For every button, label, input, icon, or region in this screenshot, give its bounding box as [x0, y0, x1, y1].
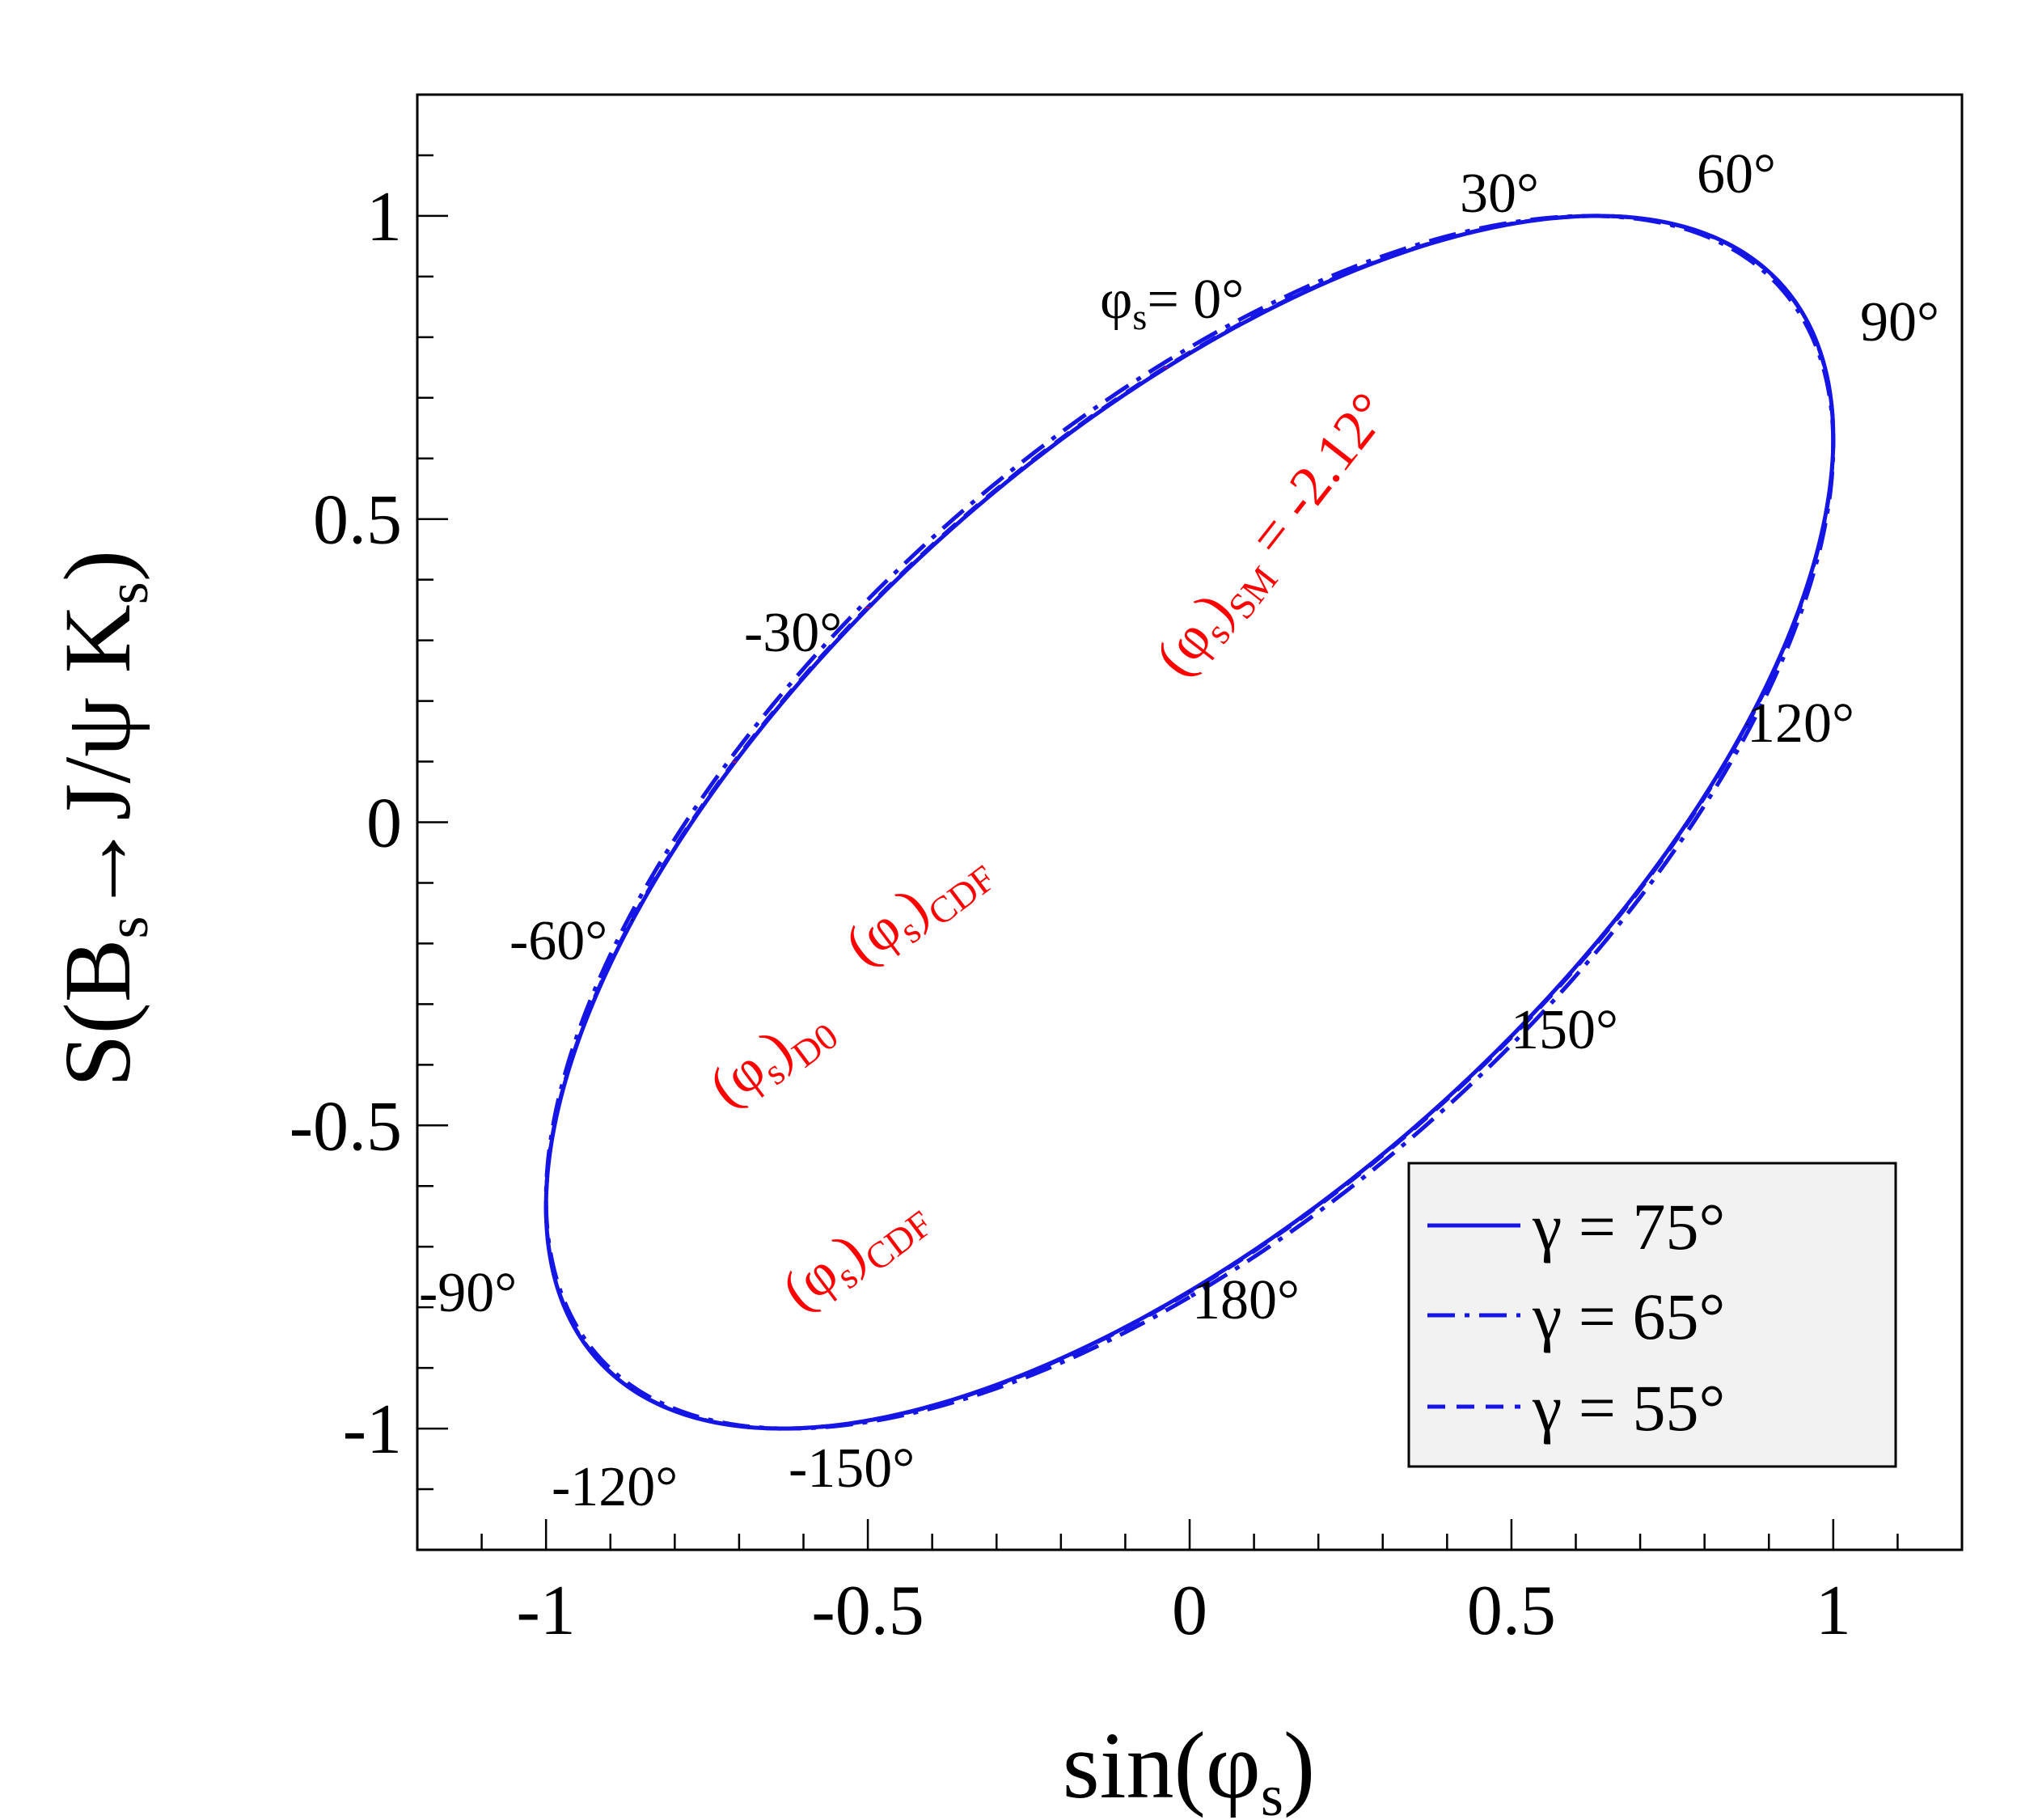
y-axis-title-sub-s: s: [95, 916, 160, 938]
x-tick-label: 0: [1172, 1572, 1207, 1650]
phase-label-150: 150°: [1511, 999, 1618, 1061]
y-tick-label: 0.5: [313, 481, 402, 560]
phase-label-minus120: -120°: [552, 1456, 678, 1518]
phase-label-0: φs= 0°: [1100, 269, 1244, 337]
y-axis-title-close: ): [44, 550, 150, 582]
phase-label-0-phi: φ: [1100, 269, 1132, 331]
phase-label-0-eq: =: [1147, 269, 1193, 331]
y-axis-title-s: S(B: [44, 939, 150, 1088]
phase-label-minus60: -60°: [510, 910, 607, 972]
phase-label-minus150: -150°: [789, 1437, 915, 1500]
phase-label-0-value: 0°: [1193, 269, 1244, 331]
y-tick-label: -0.5: [290, 1087, 402, 1166]
x-tick-label: -1: [517, 1572, 576, 1650]
phase-label-90: 90°: [1860, 291, 1939, 353]
legend: γ = 75° γ = 65° γ = 55°: [1407, 1162, 1897, 1468]
x-tick-label: -0.5: [811, 1572, 924, 1650]
y-axis-title: S(Bs→J/ψ Ks): [44, 550, 160, 1087]
x-tick-label: 0.5: [1467, 1572, 1556, 1650]
y-tick-label: 0: [366, 785, 402, 863]
phase-label-30: 30°: [1460, 163, 1539, 225]
phase-label-layer: -120° -150° 180° 150° 120° 90° 60° 30° φ…: [419, 143, 1939, 1518]
phase-label-60: 60°: [1697, 143, 1776, 205]
y-tick-label: 1: [366, 178, 402, 256]
phase-label-minus90: -90°: [419, 1262, 517, 1324]
curve-gamma-65: [543, 214, 1836, 1431]
y-tick-label: -1: [343, 1390, 402, 1469]
x-tick-label: 1: [1816, 1572, 1851, 1650]
x-axis-title-main: sin(: [1063, 1712, 1206, 1818]
x-axis-title-sub: s: [1261, 1763, 1283, 1820]
y-axis-title-sub-k: s: [95, 582, 160, 604]
y-axis-title-mid: J/ψ K: [44, 604, 150, 820]
phase-label-minus30: -30°: [744, 602, 842, 664]
x-axis-title: sin(φs): [1063, 1712, 1315, 1820]
legend-label-65: γ = 65°: [1532, 1280, 1725, 1353]
marker-layer: [631, 223, 1748, 1421]
phase-label-180: 180°: [1192, 1269, 1300, 1331]
phase-label-0-sub: s: [1132, 296, 1147, 337]
phase-label-120: 120°: [1747, 692, 1854, 755]
legend-label-55: γ = 55°: [1532, 1371, 1725, 1445]
x-axis-title-close: ): [1283, 1712, 1315, 1818]
tick-layer: -1 -0.5 0 0.5 1 1 0.5 0 -0.5 -1: [290, 93, 1964, 1650]
x-axis-title-phi: φ: [1206, 1712, 1261, 1818]
y-axis-title-arrow: →: [44, 820, 150, 916]
legend-label-75: γ = 75°: [1532, 1190, 1725, 1263]
